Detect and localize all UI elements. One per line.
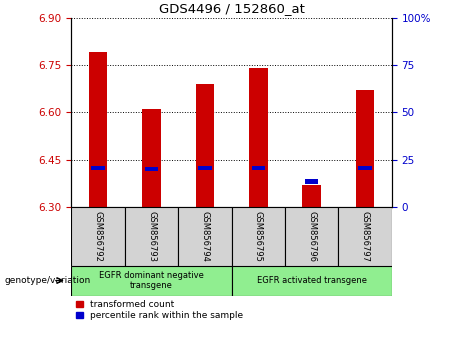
Bar: [178, 207, 231, 266]
Bar: [195, 84, 214, 207]
Title: GDS4496 / 152860_at: GDS4496 / 152860_at: [159, 2, 305, 15]
Legend: transformed count, percentile rank within the sample: transformed count, percentile rank withi…: [76, 300, 243, 320]
Bar: [359, 166, 372, 170]
Bar: [89, 52, 107, 207]
Bar: [252, 166, 265, 170]
Text: GSM856793: GSM856793: [147, 211, 156, 262]
Bar: [231, 207, 285, 266]
Bar: [125, 207, 178, 266]
Bar: [356, 90, 374, 207]
Bar: [338, 207, 392, 266]
Text: EGFR activated transgene: EGFR activated transgene: [257, 276, 367, 285]
Bar: [198, 166, 212, 170]
Text: GSM856792: GSM856792: [94, 211, 103, 262]
Bar: [305, 179, 319, 184]
Bar: [231, 266, 392, 296]
Bar: [91, 166, 105, 170]
Text: GSM856794: GSM856794: [201, 211, 209, 262]
Bar: [145, 167, 158, 171]
Text: GSM856796: GSM856796: [307, 211, 316, 262]
Text: genotype/variation: genotype/variation: [5, 276, 91, 285]
Bar: [302, 185, 321, 207]
Bar: [142, 109, 161, 207]
Bar: [249, 68, 268, 207]
Bar: [71, 266, 231, 296]
Text: EGFR dominant negative
transgene: EGFR dominant negative transgene: [99, 271, 204, 290]
Bar: [71, 207, 125, 266]
Text: GSM856797: GSM856797: [361, 211, 370, 262]
Bar: [285, 207, 338, 266]
Text: GSM856795: GSM856795: [254, 211, 263, 262]
